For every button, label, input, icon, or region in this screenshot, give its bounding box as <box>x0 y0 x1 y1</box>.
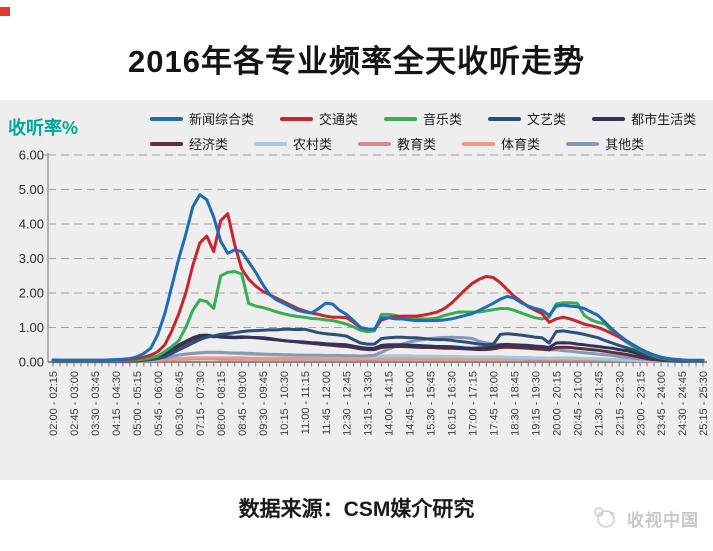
x-tick-label: 08:00 - 08:15 <box>216 371 228 436</box>
y-tick-label: 0.00 <box>19 355 44 370</box>
x-tick-label: 05:00 - 05:15 <box>132 371 144 436</box>
series-line-arts <box>51 327 705 363</box>
legend-item-arts: 文艺类 <box>488 109 566 128</box>
page-corner-red-mark <box>0 7 10 16</box>
chart-legend: 新闻综合类 交通类 音乐类 文艺类 都市生活类 经济类 农村类 教育类 体育类 其他类 <box>150 106 710 156</box>
legend-item-news: 新闻综合类 <box>150 109 254 128</box>
x-tick-label: 24:30 - 24:45 <box>677 371 689 436</box>
x-tick-label: 11:45 - 12:00 <box>321 371 333 435</box>
x-tick-label: 07:15 - 07:30 <box>195 371 207 436</box>
legend-label-education: 教育类 <box>397 137 437 152</box>
x-tick-label: 13:15 - 13:30 <box>363 371 375 436</box>
legend-swatch-news <box>150 116 183 121</box>
x-tick-label: 08:45 - 09:00 <box>237 371 249 436</box>
y-tick-label: 5.00 <box>19 182 44 197</box>
x-tick-label: 23:45 - 24:00 <box>656 371 668 436</box>
legend-row-1: 新闻综合类 交通类 音乐类 文艺类 都市生活类 <box>150 106 710 131</box>
legend-swatch-arts <box>488 116 522 121</box>
listening-trend-plot: 0.00 1.00 2.00 3.00 4.00 5.00 6.00 02:00 - 02:1… <box>19 150 710 436</box>
legend-label-music: 音乐类 <box>423 112 463 127</box>
legend-item-education: 教育类 <box>358 134 436 153</box>
x-tick-label: 22:15 - 22:30 <box>614 371 626 436</box>
x-tick-label: 19:15 - 19:30 <box>530 371 542 436</box>
legend-swatch-music <box>384 116 418 121</box>
x-tick-label: 20:00 - 20:15 <box>551 371 563 436</box>
legend-label-traffic: 交通类 <box>319 112 359 127</box>
x-tick-label: 11:00 - 11:15 <box>300 371 312 434</box>
series-line-traffic <box>51 212 705 363</box>
y-tick-label: 2.00 <box>19 286 44 301</box>
x-tick-label: 02:00 - 02:15 <box>48 371 60 436</box>
y-tick-label: 4.00 <box>19 217 44 232</box>
y-tick-label: 6.00 <box>19 150 44 163</box>
legend-item-economy: 经济类 <box>150 134 228 153</box>
x-tick-label: 05:45 - 06:00 <box>153 371 165 436</box>
legend-item-sports: 体育类 <box>462 134 540 153</box>
legend-item-music: 音乐类 <box>384 109 462 128</box>
legend-swatch-urban <box>592 116 626 121</box>
x-tick-label: 12:30 - 12:45 <box>342 371 354 436</box>
legend-swatch-others <box>566 141 600 146</box>
x-tick-label: 14:00 - 14:15 <box>384 371 396 436</box>
legend-item-urban: 都市生活类 <box>592 109 696 128</box>
x-tick-label: 02:45 - 03:00 <box>69 371 81 436</box>
x-tick-label: 23:00 - 23:15 <box>635 371 647 436</box>
legend-swatch-sports <box>462 141 496 146</box>
x-tick-label: 25:15 - 25:30 <box>698 371 710 436</box>
series-line-urban <box>51 333 705 363</box>
y-tick-label: 1.00 <box>19 320 44 335</box>
y-axis-title: 收听率% <box>8 118 79 138</box>
chart-title: 2016年各专业频率全天收听走势 <box>128 44 585 79</box>
legend-label-urban: 都市生活类 <box>631 112 697 127</box>
y-tick-label: 3.00 <box>19 251 44 266</box>
x-tick-label: 03:30 - 03:45 <box>90 371 102 436</box>
x-tick-label: 06:30 - 06:45 <box>174 371 186 436</box>
x-tick-label: 21:30 - 21:45 <box>593 371 605 436</box>
x-tick-label: 09:30 - 09:45 <box>258 371 270 436</box>
series-line-news <box>51 193 705 362</box>
legend-label-sports: 体育类 <box>501 137 541 152</box>
legend-item-others: 其他类 <box>566 134 644 153</box>
x-tick-label: 10:15 - 10:30 <box>279 371 291 436</box>
legend-row-2: 经济类 农村类 教育类 体育类 其他类 <box>150 131 710 156</box>
legend-item-traffic: 交通类 <box>280 109 358 128</box>
legend-label-arts: 文艺类 <box>527 112 567 127</box>
data-source-note: 数据来源：CSM媒介研究 <box>238 498 475 521</box>
legend-label-economy: 经济类 <box>189 137 229 152</box>
legend-label-others: 其他类 <box>605 137 645 152</box>
x-tick-label: 18:30 - 18:45 <box>509 371 521 436</box>
chart-panel: 收听率% 新闻综合类 交通类 音乐类 文艺类 都市生活类 经济类 农村类 教育类 体育类 其他类… <box>0 100 713 480</box>
legend-item-rural: 农村类 <box>254 134 332 153</box>
csm-watermark: 收视中国 <box>589 505 699 531</box>
x-tick-label: 04:15 - 04:30 <box>111 371 123 436</box>
legend-swatch-education <box>358 141 392 146</box>
x-tick-label: 14:45 - 15:00 <box>405 371 417 436</box>
x-tick-label: 20:45 - 21:00 <box>572 371 584 436</box>
panda-logo-icon <box>594 507 615 528</box>
legend-swatch-rural <box>254 141 288 146</box>
x-tick-label: 17:00 - 17:15 <box>468 371 480 436</box>
legend-swatch-economy <box>150 141 183 146</box>
x-tick-label: 15:30 - 15:45 <box>426 371 438 436</box>
watermark-text: 收视中国 <box>627 510 699 530</box>
legend-label-news: 新闻综合类 <box>189 112 255 127</box>
x-tick-label: 16:15 - 16:30 <box>447 371 459 436</box>
legend-label-rural: 农村类 <box>293 137 333 152</box>
legend-swatch-traffic <box>280 116 314 121</box>
x-tick-label: 17:45 - 18:00 <box>489 371 501 436</box>
